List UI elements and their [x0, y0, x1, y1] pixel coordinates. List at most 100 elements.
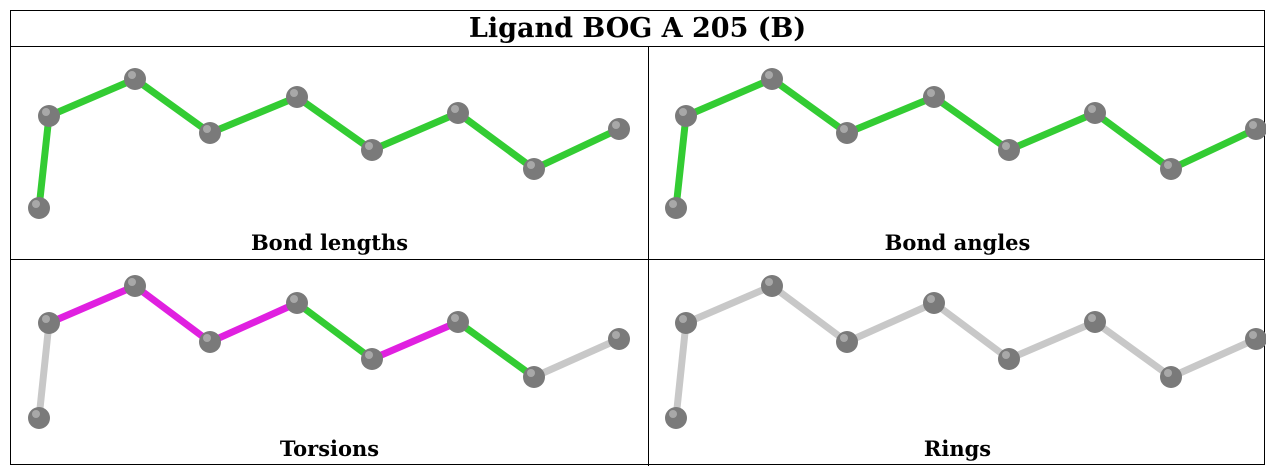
bond	[672, 319, 690, 422]
atom-highlight	[365, 351, 373, 359]
atom	[447, 311, 469, 333]
bond	[293, 299, 376, 363]
bond	[682, 282, 776, 327]
atom	[1084, 311, 1106, 333]
atom	[923, 86, 945, 108]
panel-caption: Bond angles	[884, 230, 1031, 255]
atom-highlight	[1164, 369, 1172, 377]
atom	[38, 105, 60, 127]
atom-highlight	[1249, 121, 1257, 129]
bond	[35, 112, 53, 212]
bond	[930, 93, 1013, 154]
panel-bond-angles: Bond angles	[649, 47, 1266, 259]
atom	[998, 348, 1020, 370]
atom-highlight	[527, 161, 535, 169]
atom	[523, 366, 545, 388]
atom-highlight	[290, 295, 298, 303]
bond	[1167, 125, 1260, 173]
atom	[523, 158, 545, 180]
atom-highlight	[927, 295, 935, 303]
bond	[530, 125, 623, 173]
bond	[1091, 318, 1175, 381]
molecule-svg	[28, 275, 630, 429]
bond	[206, 299, 301, 346]
bond	[843, 299, 938, 346]
atom	[675, 105, 697, 127]
atom	[1245, 328, 1266, 350]
bond	[293, 93, 376, 154]
atom	[675, 312, 697, 334]
molecule-svg	[665, 275, 1266, 429]
atom-highlight	[669, 410, 677, 418]
atom	[199, 122, 221, 144]
panel-torsions: Torsions	[11, 260, 648, 466]
atom-highlight	[1088, 314, 1096, 322]
ligand-figure: Ligand BOG A 205 (B) Bond lengths Bond a…	[10, 10, 1266, 466]
atom	[761, 68, 783, 90]
atom	[447, 102, 469, 124]
atom-highlight	[32, 200, 40, 208]
atom-highlight	[203, 125, 211, 133]
atom	[286, 86, 308, 108]
bond	[206, 93, 301, 137]
bond	[672, 112, 690, 212]
bond	[368, 318, 462, 363]
vertical-divider	[648, 46, 649, 466]
atom-highlight	[927, 89, 935, 97]
atom-highlight	[451, 314, 459, 322]
atom	[608, 328, 630, 350]
atom-highlight	[765, 71, 773, 79]
atom-highlight	[1164, 161, 1172, 169]
atom-highlight	[527, 369, 535, 377]
atom	[998, 139, 1020, 161]
panel-rings: Rings	[649, 260, 1266, 466]
atom	[1084, 102, 1106, 124]
bond	[768, 75, 851, 137]
atom	[361, 348, 383, 370]
bond	[1005, 318, 1099, 363]
atom-highlight	[840, 334, 848, 342]
atom	[28, 407, 50, 429]
atom-highlight	[679, 315, 687, 323]
molecule-svg	[665, 68, 1266, 219]
bond	[454, 109, 538, 173]
panel-bond-lengths: Bond lengths	[11, 47, 648, 259]
bond	[1091, 109, 1175, 173]
bond	[768, 282, 851, 346]
atom-highlight	[32, 410, 40, 418]
atom-highlight	[203, 334, 211, 342]
bond	[45, 75, 139, 120]
atom	[361, 139, 383, 161]
panel-caption: Bond lengths	[250, 230, 409, 255]
atom	[923, 292, 945, 314]
atom	[836, 122, 858, 144]
bond	[131, 75, 214, 137]
bond	[843, 93, 938, 137]
atom	[199, 331, 221, 353]
atom	[1160, 158, 1182, 180]
atom	[761, 275, 783, 297]
atom-highlight	[612, 331, 620, 339]
bond	[45, 282, 139, 327]
atom-highlight	[765, 278, 773, 286]
atom	[286, 292, 308, 314]
bond	[1005, 109, 1099, 154]
atom-highlight	[679, 108, 687, 116]
atom	[124, 68, 146, 90]
atom	[665, 197, 687, 219]
atom	[665, 407, 687, 429]
bond	[1167, 335, 1260, 381]
atom-highlight	[1088, 105, 1096, 113]
bond	[682, 75, 776, 120]
atom-highlight	[1002, 351, 1010, 359]
bond	[131, 282, 214, 346]
bond	[930, 299, 1013, 363]
atom-highlight	[128, 71, 136, 79]
panel-caption: Rings	[923, 436, 992, 461]
panel-caption: Torsions	[279, 436, 380, 461]
bond	[368, 109, 462, 154]
atom	[1160, 366, 1182, 388]
bond	[35, 319, 53, 422]
atom-highlight	[451, 105, 459, 113]
molecule-svg	[28, 68, 630, 219]
